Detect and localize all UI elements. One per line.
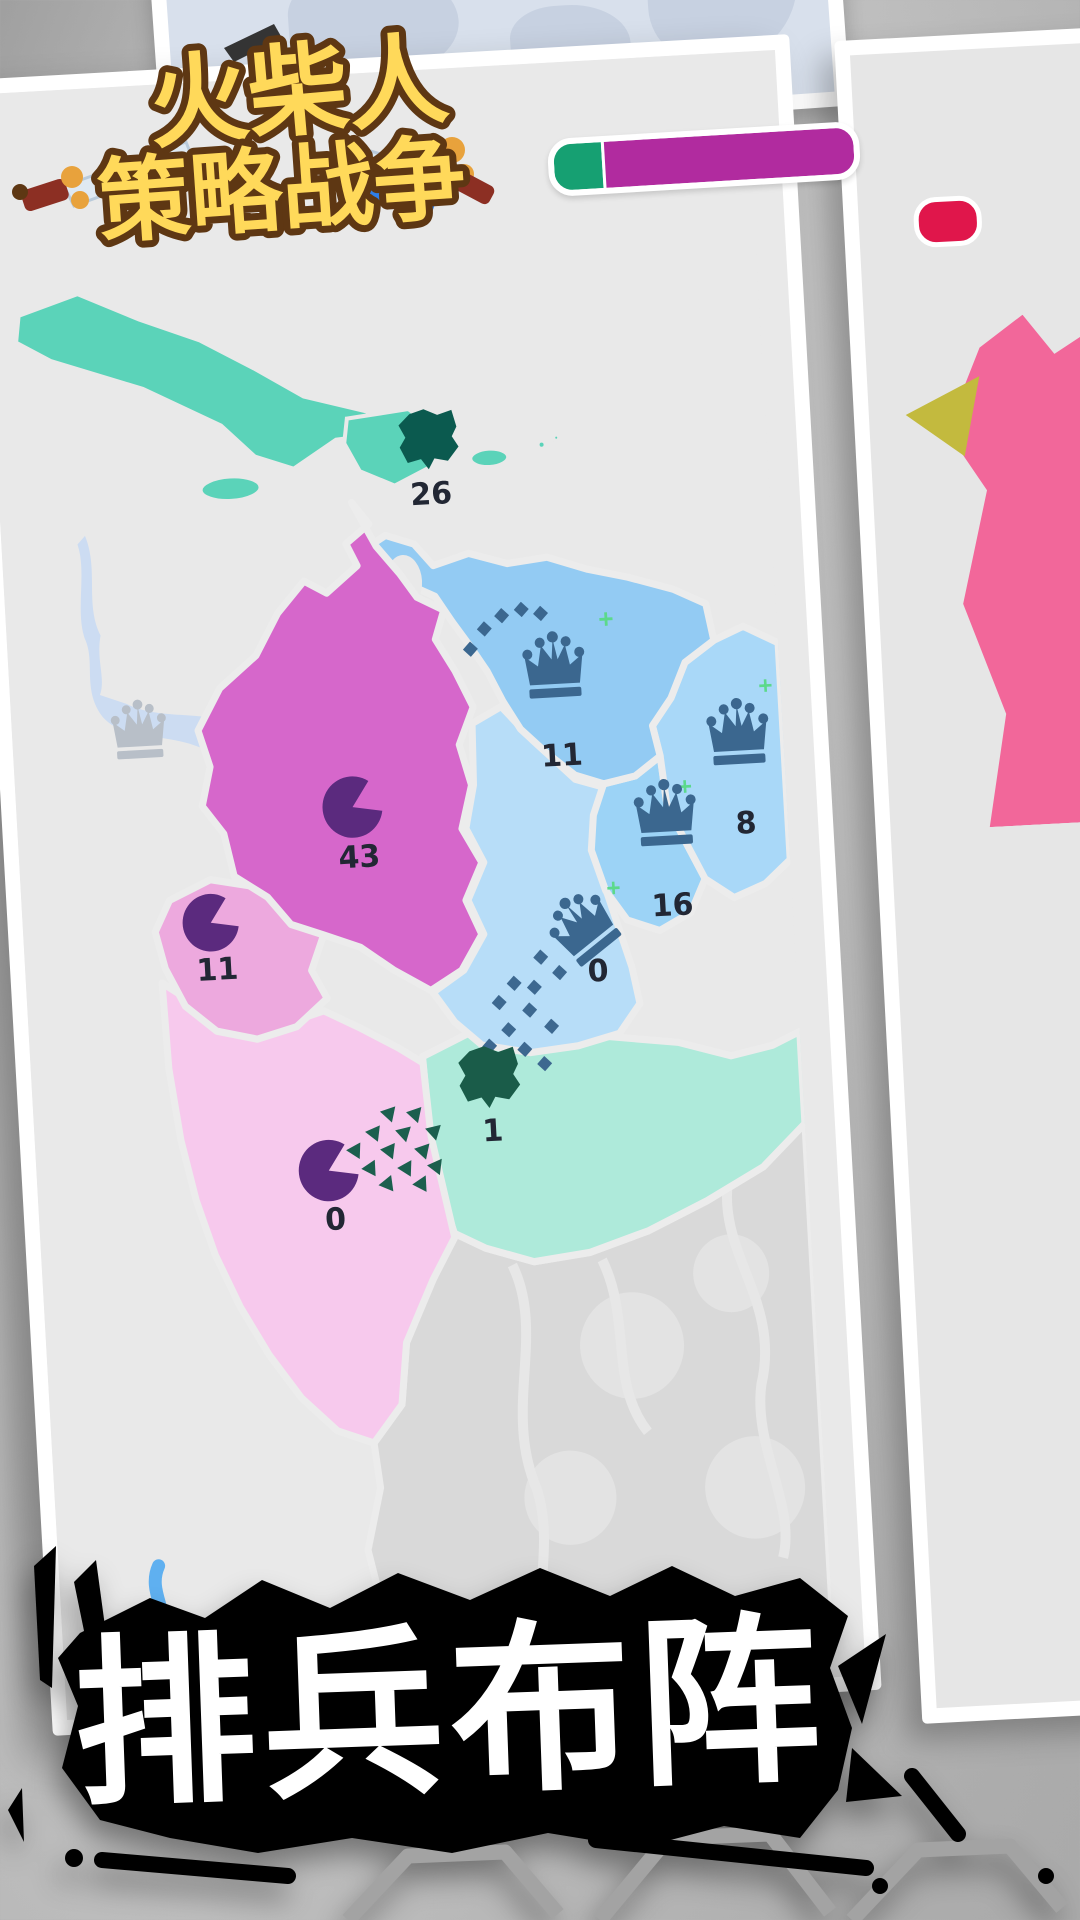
caribbean-islands[interactable] xyxy=(13,268,562,513)
progress-segment-green xyxy=(552,142,604,191)
banner-text: 排兵布阵 xyxy=(70,1594,829,1832)
army-count: 11 xyxy=(540,737,584,775)
territory-brazil[interactable] xyxy=(336,1119,835,1690)
army-colombia[interactable]: 43 xyxy=(320,774,386,877)
sword-left-icon xyxy=(12,140,196,212)
territory-colombia[interactable] xyxy=(186,496,489,1002)
army-rio-negro[interactable]: 16 xyxy=(632,777,703,925)
game-logo: 火柴人 策略战争 xyxy=(12,14,495,254)
army-caribbean[interactable]: 26 xyxy=(397,407,462,514)
logo-line2: 策略战争 xyxy=(95,124,470,254)
banner-spikes xyxy=(838,1634,902,1802)
army-count: 43 xyxy=(338,839,382,877)
background-card-right xyxy=(834,17,1080,1724)
army-amazonas[interactable]: 0 xyxy=(535,877,629,992)
banner-background xyxy=(58,1566,852,1853)
army-count: 16 xyxy=(651,887,695,925)
army-count: 8 xyxy=(735,805,758,842)
army-guyana[interactable]: 8 xyxy=(673,678,780,845)
army-count: 0 xyxy=(587,953,610,990)
strategy-map[interactable]: 26 11 8 16 0 1 xyxy=(0,51,835,1691)
army-count: 1 xyxy=(481,1113,504,1150)
army-solimoes[interactable]: 1 xyxy=(457,1044,523,1150)
army-venezuela[interactable]: 11 xyxy=(460,597,621,779)
army-count: 0 xyxy=(324,1202,347,1239)
mini-progress-pill xyxy=(912,194,984,249)
army-peru[interactable]: 0 xyxy=(297,1138,362,1239)
progress-segment-magenta xyxy=(603,127,856,188)
sword-right-icon xyxy=(330,137,495,218)
army-count: 26 xyxy=(409,476,453,514)
promo-banner: 排兵布阵 xyxy=(8,1546,1068,1920)
screenshot-card-main: 26 11 8 16 0 1 xyxy=(0,34,882,1736)
army-count: 11 xyxy=(196,951,240,989)
sword-tip-icon xyxy=(224,24,282,62)
army-ecuador[interactable]: 11 xyxy=(181,892,242,989)
banner-dashes xyxy=(65,1768,1054,1894)
